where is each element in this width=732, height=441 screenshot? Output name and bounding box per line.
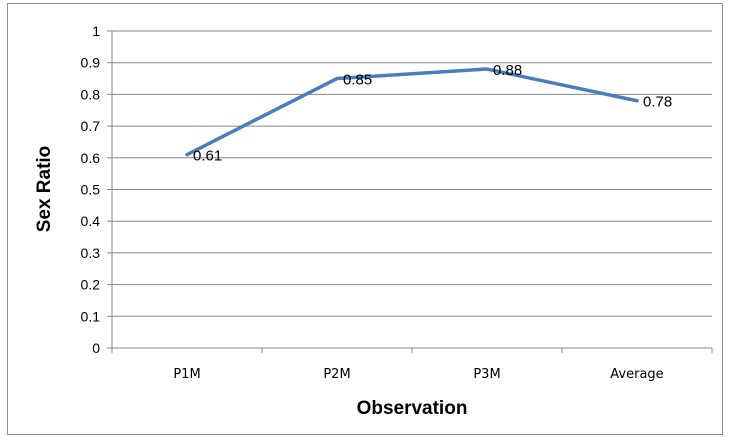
y-tick-label: 1 [92, 23, 100, 39]
data-label: 0.78 [643, 94, 672, 111]
data-point [185, 153, 189, 157]
chart-frame [7, 3, 723, 435]
y-tick-label: 0.1 [81, 308, 101, 324]
y-tick-label: 0.6 [81, 150, 101, 166]
x-tick-label: P3M [473, 367, 500, 382]
y-tick-label: 0.8 [81, 86, 101, 102]
data-point [335, 77, 339, 81]
tick-labels: 0 0.1 0.2 0.3 0.4 0.5 0.6 0.7 0.8 0.9 1 P1M P2M P3M Av… [81, 23, 664, 382]
data-point [485, 67, 489, 71]
y-tick-label: 0.2 [81, 277, 101, 293]
x-tick-label: P1M [173, 367, 200, 382]
y-tick-label: 0 [92, 340, 100, 356]
y-tick-label: 0.9 [81, 55, 101, 71]
y-tick-label: 0.3 [81, 245, 101, 261]
axes [107, 30, 713, 353]
y-tick-label: 0.4 [81, 213, 101, 229]
data-point [635, 99, 639, 103]
x-tick-label: Average [610, 367, 663, 382]
gridlines [112, 30, 712, 317]
x-tick-label: P2M [323, 367, 350, 382]
data-label: 0.88 [493, 62, 522, 79]
y-axis-title: Sex Ratio [34, 146, 55, 233]
data-label: 0.85 [343, 72, 372, 89]
data-label: 0.61 [193, 148, 222, 165]
series-line [185, 67, 639, 157]
x-axis-title: Observation [357, 398, 468, 419]
y-tick-label: 0.7 [81, 118, 101, 134]
data-labels: 0.61 0.85 0.88 0.78 [193, 62, 672, 165]
y-tick-label: 0.5 [81, 182, 101, 198]
series [185, 67, 639, 157]
